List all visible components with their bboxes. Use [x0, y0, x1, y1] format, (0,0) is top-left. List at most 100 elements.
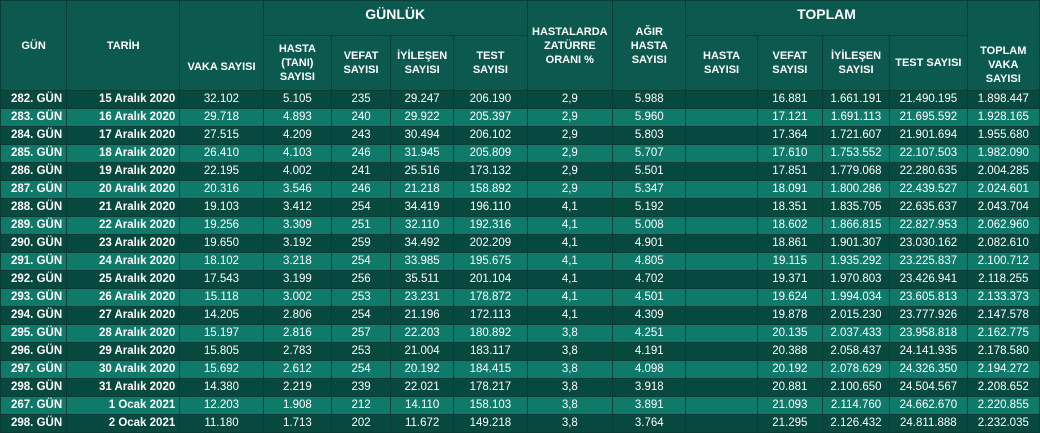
- cell-vaka: 15.805: [179, 342, 264, 361]
- cell-vefat: 251: [330, 216, 392, 235]
- cell-vefat: 212: [330, 396, 392, 415]
- cell-hasta: 3.199: [262, 270, 333, 289]
- cell-tarih: 29 Aralık 2020: [66, 342, 181, 361]
- cell-tarih: 30 Aralık 2020: [66, 360, 181, 379]
- cell-toplam-vaka: 1.928.165: [966, 108, 1040, 127]
- cell-tarih: 28 Aralık 2020: [66, 324, 181, 343]
- cell-toplam-test: 24.141.935: [889, 342, 968, 361]
- cell-toplam-test: 23.030.162: [889, 234, 968, 253]
- cell-toplam-vaka: 2.208.652: [966, 378, 1040, 397]
- cell-toplam-test: 21.695.592: [889, 108, 968, 127]
- cell-toplam-hasta: [685, 108, 758, 127]
- table-row: 292. GÜN 25 Aralık 2020 17.543 3.199 256 35.5…: [0, 270, 1040, 289]
- cell-toplam-iyilesen: 2.114.760: [821, 396, 891, 415]
- cell-vefat: 253: [330, 342, 392, 361]
- cell-vefat: 259: [330, 234, 392, 253]
- table-row: 284. GÜN 17 Aralık 2020 27.515 4.209 243 30.4…: [0, 126, 1040, 145]
- cell-gun: 282. GÜN: [0, 90, 68, 109]
- cell-hasta: 1.908: [262, 396, 333, 415]
- cell-toplam-test: 22.827.953: [889, 216, 968, 235]
- header-toplam-iyilesen-sayisi: İYİLEŞEN SAYISI: [821, 35, 891, 91]
- header-toplam-vefat-sayisi: VEFAT SAYISI: [756, 35, 823, 91]
- cell-vaka: 26.410: [179, 144, 264, 163]
- cell-toplam-vaka: 2.162.775: [966, 324, 1040, 343]
- cell-agir: 3.764: [612, 414, 687, 433]
- table-body: 282. GÜN 15 Aralık 2020 32.102 5.105 235 29.2…: [0, 90, 1040, 433]
- cell-hasta: 2.219: [262, 378, 333, 397]
- cell-iyilesen: 11.672: [390, 414, 455, 433]
- cell-hasta: 2.816: [262, 324, 333, 343]
- cell-toplam-hasta: [685, 342, 758, 361]
- cell-hasta: 2.806: [262, 306, 333, 325]
- cell-vaka: 29.718: [179, 108, 264, 127]
- cell-agir: 4.901: [612, 234, 687, 253]
- cell-toplam-iyilesen: 1.691.113: [821, 108, 891, 127]
- cell-toplam-vefat: 19.624: [756, 288, 823, 307]
- cell-test: 205.809: [453, 144, 528, 163]
- cell-vaka: 15.118: [179, 288, 264, 307]
- table-row: 267. GÜN 1 Ocak 2021 12.203 1.908 212 14.110 1…: [0, 396, 1040, 415]
- cell-hasta: 3.218: [262, 252, 333, 271]
- cell-toplam-vaka: 2.220.855: [966, 396, 1040, 415]
- table-row: 285. GÜN 18 Aralık 2020 26.410 4.103 246 31.9…: [0, 144, 1040, 163]
- header-vaka-sayisi: VAKA SAYISI: [179, 0, 264, 91]
- cell-toplam-vefat: 20.388: [756, 342, 823, 361]
- cell-tarih: 24 Aralık 2020: [66, 252, 181, 271]
- cell-toplam-test: 23.958.818: [889, 324, 968, 343]
- cell-hasta: 4.103: [262, 144, 333, 163]
- cell-iyilesen: 14.110: [390, 396, 455, 415]
- cell-iyilesen: 33.985: [390, 252, 455, 271]
- cell-tarih: 23 Aralık 2020: [66, 234, 181, 253]
- header-toplam-vaka: TOPLAM VAKA SAYISI: [966, 0, 1040, 91]
- cell-tarih: 31 Aralık 2020: [66, 378, 181, 397]
- cell-toplam-vefat: 18.091: [756, 180, 823, 199]
- cell-vefat: 254: [330, 252, 392, 271]
- cell-toplam-vefat: 17.121: [756, 108, 823, 127]
- cell-agir: 5.960: [612, 108, 687, 127]
- cell-agir: 5.501: [612, 162, 687, 181]
- cell-toplam-vaka: 2.043.704: [966, 198, 1040, 217]
- header-test-sayisi: TEST SAYISI: [453, 35, 528, 91]
- header-toplam-test-sayisi: TEST SAYISI: [889, 35, 968, 91]
- cell-gun: 295. GÜN: [0, 324, 68, 343]
- cell-gun: 297. GÜN: [0, 360, 68, 379]
- cell-vefat: 239: [330, 378, 392, 397]
- cell-test: 192.316: [453, 216, 528, 235]
- cell-agir: 5.988: [612, 90, 687, 109]
- cell-toplam-iyilesen: 2.100.650: [821, 378, 891, 397]
- cell-toplam-iyilesen: 1.970.803: [821, 270, 891, 289]
- cell-iyilesen: 25.516: [390, 162, 455, 181]
- header-toplam-hasta-sayisi: HASTA SAYISI: [685, 35, 758, 91]
- cell-toplam-test: 22.635.637: [889, 198, 968, 217]
- cell-hasta: 4.893: [262, 108, 333, 127]
- cell-hasta: 3.002: [262, 288, 333, 307]
- cell-tarih: 18 Aralık 2020: [66, 144, 181, 163]
- cell-gun: 298. GÜN: [0, 378, 68, 397]
- header-agir-hasta: AĞIR HASTA SAYISI: [612, 0, 687, 91]
- cell-vefat: 240: [330, 108, 392, 127]
- cell-test: 206.190: [453, 90, 528, 109]
- cell-toplam-hasta: [685, 378, 758, 397]
- cell-toplam-vefat: 18.861: [756, 234, 823, 253]
- table-row: 295. GÜN 28 Aralık 2020 15.197 2.816 257 22.2…: [0, 324, 1040, 343]
- cell-iyilesen: 31.945: [390, 144, 455, 163]
- cell-toplam-vefat: 19.371: [756, 270, 823, 289]
- cell-agir: 5.192: [612, 198, 687, 217]
- cell-vaka: 14.205: [179, 306, 264, 325]
- header-hasta-sayisi: HASTA (TANI) SAYISI: [262, 35, 333, 91]
- cell-toplam-vaka: 2.194.272: [966, 360, 1040, 379]
- cell-toplam-hasta: [685, 324, 758, 343]
- cell-zaturre: 4,1: [526, 270, 614, 289]
- cell-iyilesen: 21.196: [390, 306, 455, 325]
- cell-vefat: 202: [330, 414, 392, 433]
- cell-toplam-test: 23.426.941: [889, 270, 968, 289]
- cell-toplam-hasta: [685, 180, 758, 199]
- header-vefat-sayisi: VEFAT SAYISI: [330, 35, 392, 91]
- cell-toplam-iyilesen: 2.058.437: [821, 342, 891, 361]
- cell-hasta: 2.783: [262, 342, 333, 361]
- cell-toplam-vefat: 18.602: [756, 216, 823, 235]
- cell-test: 158.103: [453, 396, 528, 415]
- cell-hasta: 3.192: [262, 234, 333, 253]
- cell-zaturre: 4,1: [526, 252, 614, 271]
- cell-agir: 4.191: [612, 342, 687, 361]
